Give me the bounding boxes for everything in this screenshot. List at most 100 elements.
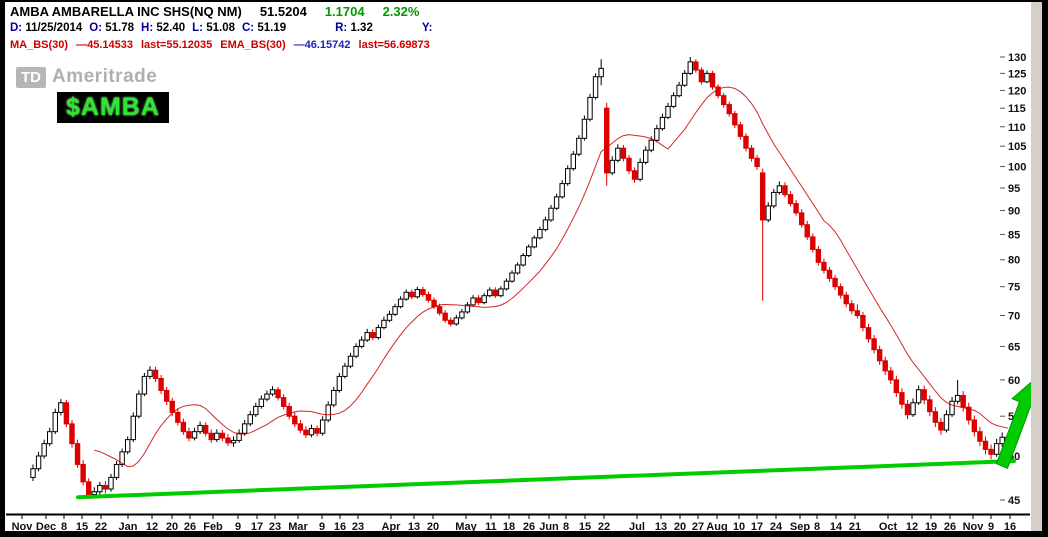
svg-text:85: 85 <box>1008 229 1020 241</box>
candle <box>626 157 632 172</box>
svg-text:26: 26 <box>523 521 535 533</box>
candle <box>464 304 471 313</box>
candle <box>97 484 103 493</box>
y-axis: 4550556065707580859095100105110115120125… <box>1000 52 1026 507</box>
candle <box>910 402 916 416</box>
svg-text:60: 60 <box>1008 375 1020 387</box>
candle <box>470 297 476 306</box>
svg-text:8: 8 <box>563 521 569 533</box>
ohlc-token: Y: <box>421 22 433 34</box>
candle <box>314 428 320 434</box>
candle <box>392 306 398 315</box>
svg-text:13: 13 <box>655 521 667 533</box>
candle <box>119 451 125 465</box>
candle <box>520 255 526 266</box>
candle <box>999 436 1005 445</box>
candle <box>776 185 783 193</box>
candle <box>570 153 576 170</box>
svg-text:Apr: Apr <box>382 521 402 533</box>
candle <box>191 431 198 439</box>
svg-text:100: 100 <box>1008 162 1026 174</box>
study-token: last=56.69873 <box>358 39 430 51</box>
svg-text:Jul: Jul <box>629 521 645 533</box>
svg-text:Feb: Feb <box>203 521 223 533</box>
candle <box>91 491 97 495</box>
candle <box>186 431 192 439</box>
last-price: 51.5204 <box>259 4 307 19</box>
candle <box>113 463 120 478</box>
ohlc-token: L: 51.08 <box>192 22 235 34</box>
svg-text:13: 13 <box>408 521 420 533</box>
ohlc-token: O: 51.78 <box>89 22 135 34</box>
candle <box>871 338 877 351</box>
candle <box>771 191 777 207</box>
candle <box>687 61 693 74</box>
candle <box>175 411 181 423</box>
candle <box>35 455 42 470</box>
candle <box>481 295 487 304</box>
candle <box>197 424 203 433</box>
candle <box>598 67 604 78</box>
svg-text:115: 115 <box>1008 103 1026 115</box>
svg-text:17: 17 <box>251 521 263 533</box>
svg-text:20: 20 <box>427 521 439 533</box>
candle <box>537 229 543 239</box>
candle <box>303 429 309 436</box>
candle <box>966 406 972 421</box>
candle <box>865 327 872 340</box>
svg-text:Dec: Dec <box>36 521 56 533</box>
candle <box>41 443 47 457</box>
candle <box>821 261 827 271</box>
ohlc-token: R: 1.32 <box>335 22 373 34</box>
svg-text:12: 12 <box>146 521 158 533</box>
candle <box>375 327 382 339</box>
candle <box>141 375 148 395</box>
candle <box>899 392 905 405</box>
candle <box>347 355 354 367</box>
candle <box>676 84 682 97</box>
symbol-title: AMBA AMBARELLA INC SHS(NQ NM) <box>10 4 242 19</box>
svg-text:21: 21 <box>849 521 861 533</box>
candle <box>643 149 649 163</box>
candle <box>565 168 571 185</box>
daily-ohlc-row: D: 11/25/2014 O: 51.78 H: 52.40 L: 51.08 C: … <box>10 22 440 34</box>
candle <box>882 360 888 372</box>
svg-text:18: 18 <box>503 521 515 533</box>
svg-text:12: 12 <box>906 521 918 533</box>
svg-text:110: 110 <box>1008 122 1026 134</box>
candle <box>888 370 894 381</box>
candle <box>409 291 415 298</box>
svg-text:20: 20 <box>674 521 686 533</box>
candle <box>80 463 86 483</box>
candles-group <box>30 57 1011 499</box>
candle <box>982 440 989 450</box>
candle <box>403 291 409 300</box>
window-border-bottom <box>0 531 1048 537</box>
svg-text:22: 22 <box>598 521 610 533</box>
candle <box>854 310 861 316</box>
svg-text:Nov: Nov <box>12 521 34 533</box>
candle <box>364 332 370 341</box>
svg-text:75: 75 <box>1008 282 1020 294</box>
change-percent: 2.32% <box>382 4 420 19</box>
svg-text:105: 105 <box>1008 141 1026 153</box>
symbol-callout: $AMBA <box>57 92 169 123</box>
candle <box>225 437 231 444</box>
right-scroll-gutter <box>1031 2 1042 531</box>
candle <box>932 411 939 423</box>
candle <box>804 224 810 238</box>
candle <box>793 203 799 214</box>
candle <box>977 431 983 442</box>
quote-header: AMBA AMBARELLA INC SHS(NQ NM) 51.5204 1.… <box>10 4 419 19</box>
candle <box>915 389 922 404</box>
svg-text:70: 70 <box>1008 310 1020 322</box>
candle <box>876 349 883 362</box>
candle <box>136 393 142 417</box>
svg-text:16: 16 <box>1004 521 1016 533</box>
candle <box>325 404 331 421</box>
support-trendline[interactable] <box>76 459 1016 500</box>
svg-text:8: 8 <box>814 521 820 533</box>
candle <box>843 294 849 305</box>
